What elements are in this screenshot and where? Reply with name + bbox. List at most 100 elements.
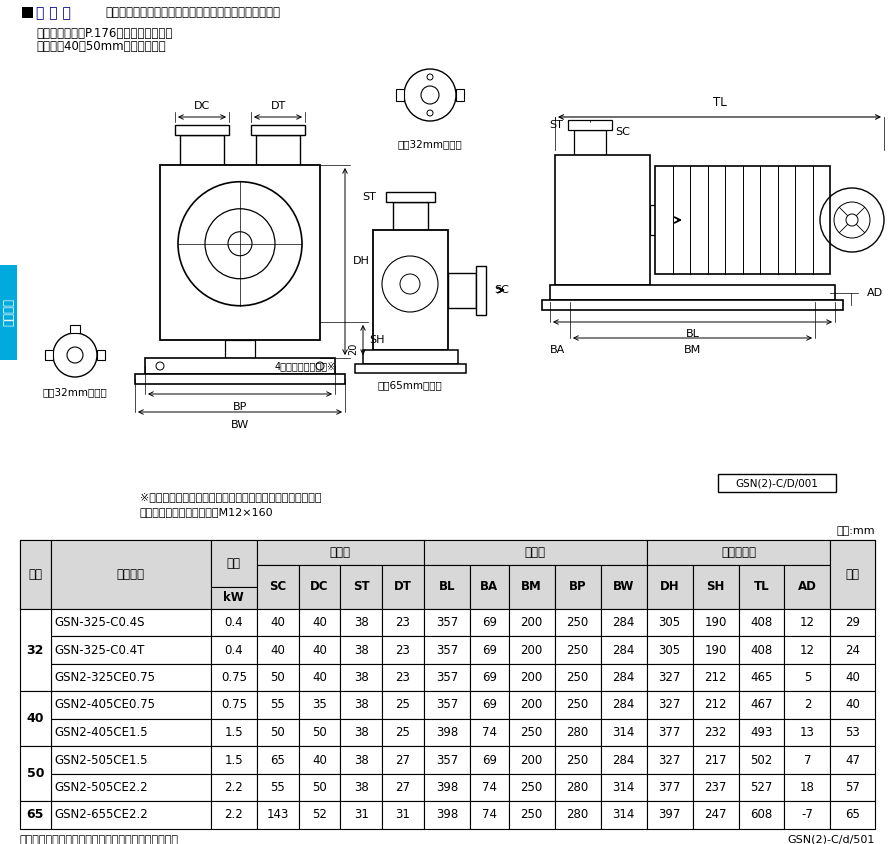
Bar bbox=[647, 540, 693, 565]
Text: 40: 40 bbox=[312, 616, 327, 629]
Text: ST: ST bbox=[353, 581, 370, 593]
Text: GSN(2)-C/D/001: GSN(2)-C/D/001 bbox=[736, 478, 819, 488]
Bar bbox=[298, 609, 340, 636]
Bar bbox=[298, 565, 340, 609]
Text: 250: 250 bbox=[566, 671, 588, 684]
Bar bbox=[739, 746, 784, 774]
Bar bbox=[211, 719, 256, 746]
Text: ポンプ: ポンプ bbox=[330, 546, 351, 559]
Bar bbox=[256, 719, 298, 746]
Bar bbox=[51, 719, 211, 746]
Text: 形　　式: 形 式 bbox=[117, 568, 145, 581]
Bar bbox=[20, 691, 51, 746]
Bar bbox=[175, 125, 229, 135]
Bar bbox=[470, 565, 509, 609]
Bar bbox=[601, 565, 647, 587]
Text: DC: DC bbox=[310, 581, 329, 593]
Bar bbox=[830, 609, 875, 636]
Text: 口径32mmの場合: 口径32mmの場合 bbox=[43, 387, 107, 397]
Text: 38: 38 bbox=[354, 726, 369, 739]
Text: ST: ST bbox=[363, 192, 376, 202]
Text: 50: 50 bbox=[271, 671, 285, 684]
Bar bbox=[135, 374, 345, 384]
Bar bbox=[211, 540, 256, 565]
Text: 398: 398 bbox=[436, 781, 458, 794]
Text: フランジ寸法はP.176を参照ください。: フランジ寸法はP.176を参照ください。 bbox=[36, 27, 172, 40]
Bar bbox=[693, 746, 739, 774]
Bar bbox=[601, 719, 647, 746]
Text: 200: 200 bbox=[521, 754, 543, 766]
Bar bbox=[509, 801, 555, 829]
Text: 284: 284 bbox=[613, 643, 635, 657]
Bar bbox=[601, 609, 647, 636]
Bar bbox=[601, 746, 647, 774]
Bar bbox=[509, 746, 555, 774]
Bar bbox=[256, 135, 300, 165]
Bar bbox=[784, 691, 830, 719]
Text: 397: 397 bbox=[658, 809, 680, 821]
Bar bbox=[555, 719, 601, 746]
Text: 237: 237 bbox=[705, 781, 727, 794]
Bar bbox=[251, 125, 305, 135]
Bar bbox=[382, 801, 424, 829]
Text: 7: 7 bbox=[804, 754, 811, 766]
Bar bbox=[509, 691, 555, 719]
Bar bbox=[382, 540, 424, 565]
Bar bbox=[655, 166, 830, 274]
Text: 143: 143 bbox=[266, 809, 288, 821]
Text: 27: 27 bbox=[396, 781, 411, 794]
Text: BM: BM bbox=[684, 345, 701, 355]
Text: ※基礎ボルトは特別付属品です。別途お買い求めください。: ※基礎ボルトは特別付属品です。別途お買い求めください。 bbox=[140, 492, 321, 502]
Bar bbox=[340, 663, 382, 691]
Text: 65: 65 bbox=[271, 754, 285, 766]
Bar bbox=[355, 364, 466, 373]
Bar bbox=[20, 801, 51, 829]
Bar bbox=[470, 587, 509, 609]
Bar bbox=[386, 192, 435, 202]
Bar bbox=[509, 636, 555, 663]
Bar bbox=[424, 636, 470, 663]
Bar bbox=[51, 540, 211, 565]
Text: TL: TL bbox=[754, 581, 770, 593]
Text: ・推奨基礎ボルトサイズ：M12×160: ・推奨基礎ボルトサイズ：M12×160 bbox=[140, 507, 273, 517]
Bar bbox=[555, 587, 601, 609]
Bar bbox=[693, 565, 739, 587]
Bar bbox=[382, 565, 424, 609]
Bar bbox=[51, 609, 211, 636]
Text: 38: 38 bbox=[354, 781, 369, 794]
Text: 50: 50 bbox=[312, 781, 327, 794]
Text: 357: 357 bbox=[436, 671, 458, 684]
Bar bbox=[211, 801, 256, 829]
Bar bbox=[424, 801, 470, 829]
Bar bbox=[51, 801, 211, 829]
Bar bbox=[424, 609, 470, 636]
Bar bbox=[830, 801, 875, 829]
Bar bbox=[20, 540, 51, 609]
Bar bbox=[647, 540, 830, 565]
Bar bbox=[739, 540, 784, 565]
Bar bbox=[340, 636, 382, 663]
Bar bbox=[340, 540, 382, 565]
Text: kW: kW bbox=[223, 592, 244, 604]
Bar bbox=[256, 746, 298, 774]
Bar bbox=[509, 774, 555, 801]
Bar bbox=[424, 663, 470, 691]
Bar bbox=[256, 587, 298, 609]
Bar bbox=[784, 565, 830, 587]
Bar bbox=[448, 273, 476, 308]
Text: GSN(2)-C/d/501: GSN(2)-C/d/501 bbox=[788, 835, 875, 844]
Text: 284: 284 bbox=[613, 616, 635, 629]
Bar bbox=[555, 540, 601, 565]
Text: 口径: 口径 bbox=[29, 568, 42, 581]
Bar bbox=[211, 587, 256, 609]
Text: GSN2-325CE0.75: GSN2-325CE0.75 bbox=[54, 671, 155, 684]
Bar bbox=[382, 565, 424, 587]
Text: 69: 69 bbox=[482, 754, 497, 766]
Text: SC: SC bbox=[494, 285, 509, 295]
Text: 4ー推奨基礎ボルト※: 4ー推奨基礎ボルト※ bbox=[275, 361, 337, 371]
Text: 23: 23 bbox=[396, 643, 411, 657]
Text: 327: 327 bbox=[658, 699, 680, 711]
Bar bbox=[470, 636, 509, 663]
Bar bbox=[382, 719, 424, 746]
Text: 40: 40 bbox=[271, 616, 285, 629]
